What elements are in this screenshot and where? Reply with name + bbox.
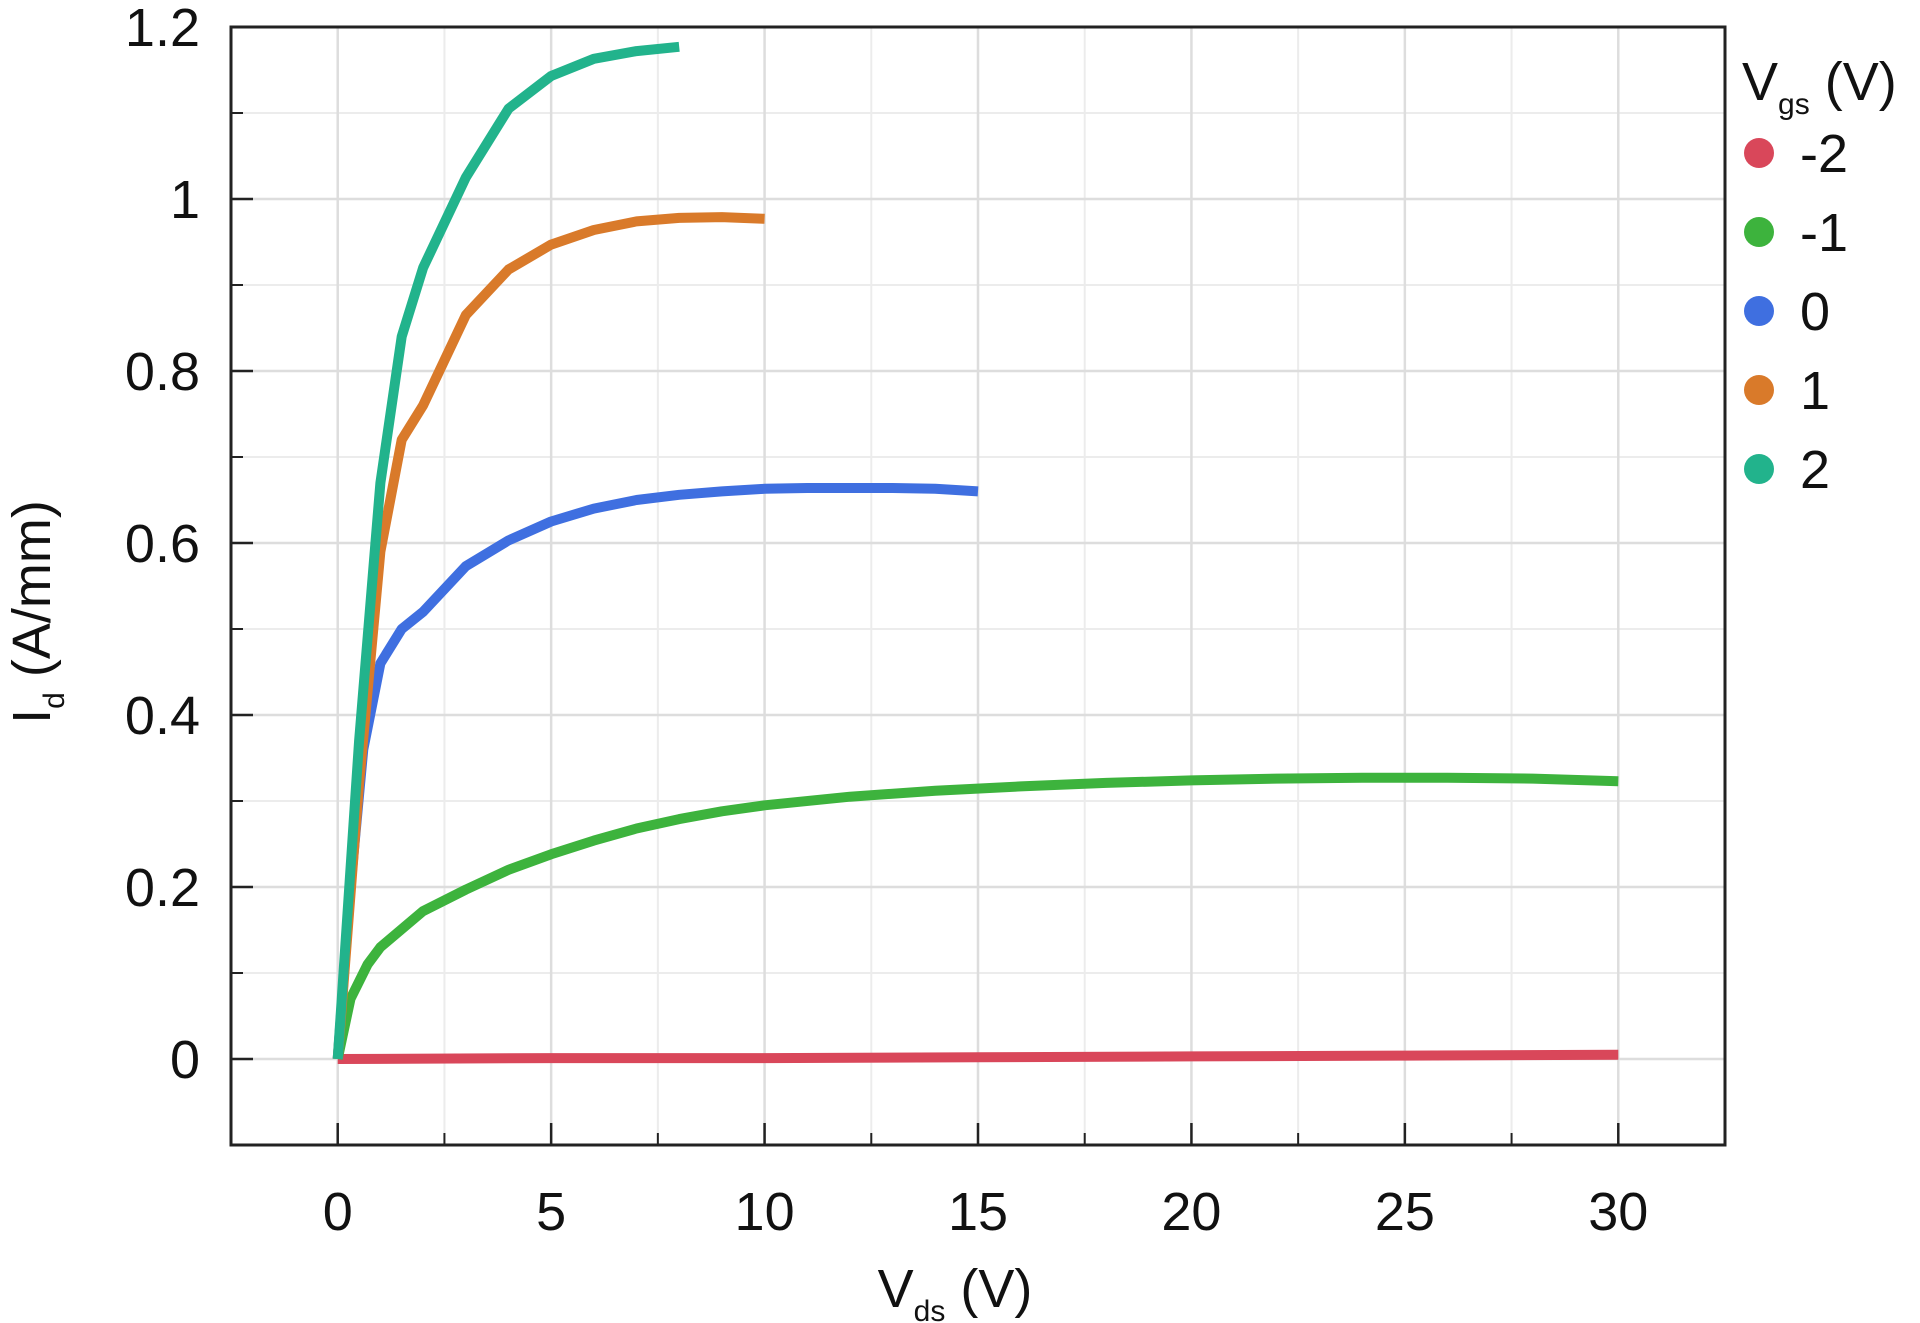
y-axis-title-sub: d xyxy=(38,692,71,709)
legend-marker--2 xyxy=(1744,138,1774,168)
legend-title-main: V xyxy=(1742,52,1778,112)
legend-label--1: -1 xyxy=(1800,203,1848,263)
legend-marker-0 xyxy=(1744,296,1774,326)
series-layer xyxy=(332,41,1619,1064)
x-tick-label: 0 xyxy=(323,1182,353,1242)
legend: Vgs (V) -2 -1 0 1 2 xyxy=(1742,52,1897,500)
y-tick-label: 0.4 xyxy=(125,686,200,746)
legend-marker--1 xyxy=(1744,217,1774,247)
y-axis-title: Id (A/mm) xyxy=(2,500,71,724)
x-axis-title-sub: ds xyxy=(914,1295,946,1323)
y-tick-label: 0.6 xyxy=(125,514,200,574)
y-axis-title-main: I xyxy=(2,709,62,724)
x-tick-label: 15 xyxy=(948,1182,1008,1242)
x-tick-label: 10 xyxy=(735,1182,795,1242)
legend-title: Vgs (V) xyxy=(1742,52,1897,121)
legend-label-2: 2 xyxy=(1800,440,1830,500)
series-line-2 xyxy=(332,41,680,1060)
x-axis-title-main: V xyxy=(878,1259,914,1319)
y-tick-label: 0 xyxy=(170,1030,200,1090)
legend-marker-1 xyxy=(1744,375,1774,405)
x-tick-label: 30 xyxy=(1588,1182,1648,1242)
y-axis-title-unit: (A/mm) xyxy=(2,500,62,692)
series-line-0 xyxy=(332,483,979,1060)
y-tick-label: 0.2 xyxy=(125,858,200,918)
x-tick-label: 25 xyxy=(1375,1182,1435,1242)
x-tick-label: 20 xyxy=(1161,1182,1221,1242)
legend-title-unit: (V) xyxy=(1810,52,1897,112)
x-tick-labels: 0 5 10 15 20 25 30 xyxy=(323,1182,1649,1242)
axis-ticks xyxy=(230,25,1726,1145)
legend-marker-2 xyxy=(1744,454,1774,484)
y-tick-label: 1 xyxy=(170,170,200,230)
y-tick-labels: 0 0.2 0.4 0.6 0.8 1 1.2 xyxy=(125,0,200,1090)
x-axis-title-unit: (V) xyxy=(945,1259,1032,1319)
legend-label-1: 1 xyxy=(1800,361,1830,421)
y-tick-label: 0.8 xyxy=(125,342,200,402)
legend-label-0: 0 xyxy=(1800,282,1830,342)
series-line--2 xyxy=(337,1049,1619,1064)
y-tick-label: 1.2 xyxy=(125,0,200,58)
legend-label--2: -2 xyxy=(1800,124,1848,184)
x-tick-label: 5 xyxy=(536,1182,566,1242)
series-line-1 xyxy=(332,212,765,1060)
legend-items: -2 -1 0 1 2 xyxy=(1744,124,1848,500)
legend-title-sub: gs xyxy=(1778,88,1810,121)
series-line--1 xyxy=(332,772,1619,1061)
x-axis-title: Vds (V) xyxy=(878,1259,1033,1323)
